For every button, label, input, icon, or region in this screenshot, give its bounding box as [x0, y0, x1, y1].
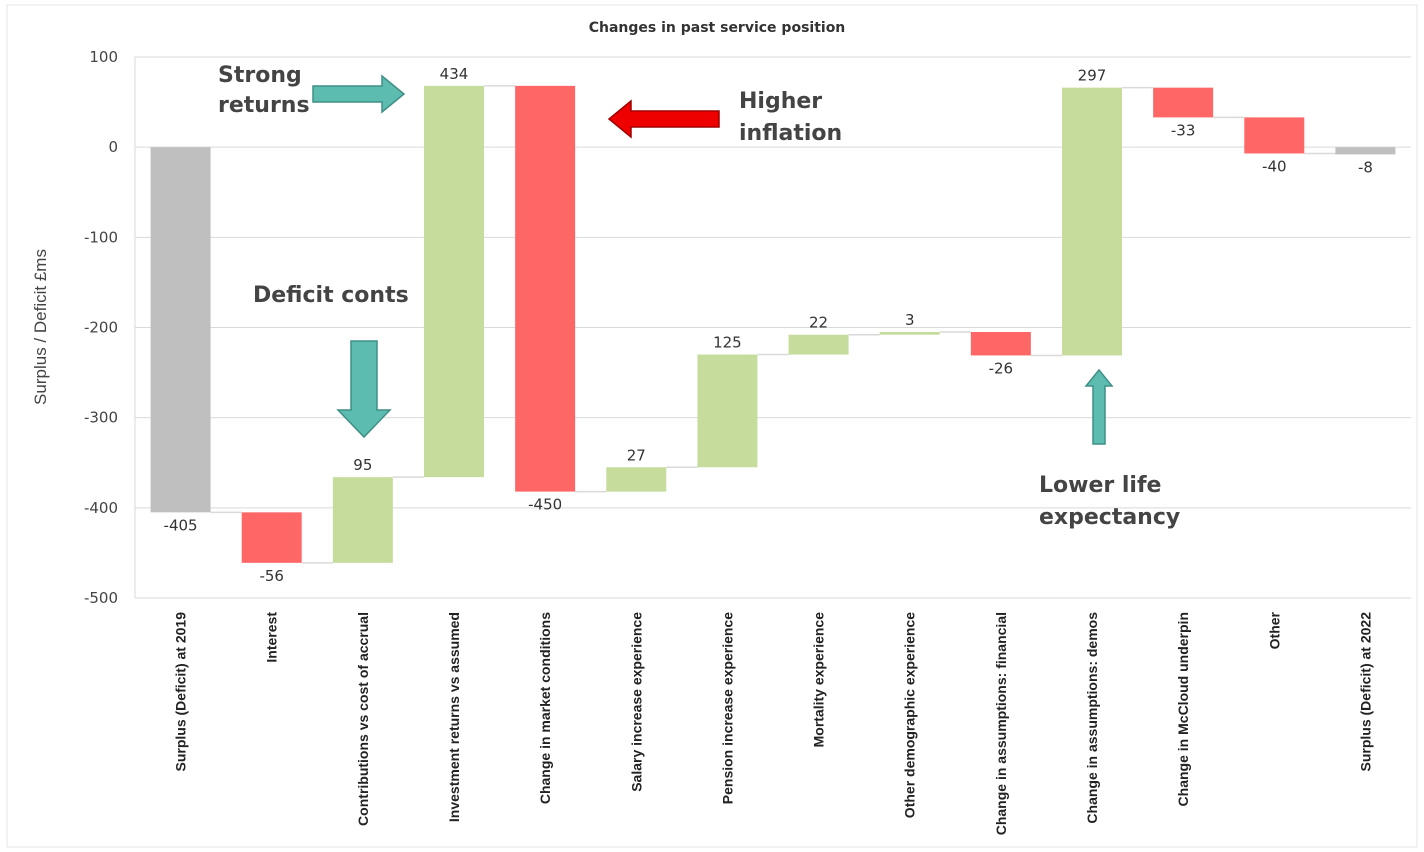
data-label: -450	[528, 496, 562, 514]
data-label: -26	[989, 359, 1014, 377]
strong-returns-label-2: returns	[218, 93, 310, 118]
bar	[1244, 117, 1305, 154]
category-label: Interest	[264, 612, 280, 663]
y-tick-label: 100	[89, 48, 118, 66]
category-labels: Surplus (Deficit) at 2019 Interest Contrib…	[173, 611, 1374, 835]
data-label: 3	[905, 311, 915, 329]
y-tick-label: -400	[84, 499, 118, 517]
strong-returns-label-1: Strong	[218, 63, 302, 88]
lower-life-expectancy-label-1: Lower life	[1039, 473, 1161, 498]
bar	[697, 354, 758, 468]
bar	[1062, 87, 1122, 356]
data-label: 27	[627, 446, 646, 464]
deficit-conts-label: Deficit conts	[253, 283, 409, 308]
y-tick-label: -300	[84, 409, 118, 427]
higher-inflation-label-1: Higher	[739, 89, 822, 114]
data-label: 22	[809, 314, 828, 332]
lower-life-expectancy-arrow-icon	[1084, 368, 1114, 445]
bars	[150, 85, 1396, 563]
data-label: 125	[713, 334, 742, 352]
bar	[1335, 147, 1396, 155]
bar	[879, 332, 940, 335]
data-label: 297	[1078, 67, 1107, 85]
data-label: 434	[440, 65, 469, 83]
lower-life-expectancy-label-2: expectancy	[1039, 505, 1180, 530]
chart-border	[6, 4, 1418, 848]
data-label: -40	[1262, 157, 1287, 175]
bar	[332, 477, 393, 563]
data-label: -8	[1358, 158, 1373, 176]
category-label: Change in assumptions: demos	[1084, 612, 1100, 824]
category-label: Surplus (Deficit) at 2019	[173, 612, 189, 772]
bar	[606, 467, 667, 492]
chart-title: Changes in past service position	[589, 20, 846, 36]
category-label: Change in assumptions: financial	[993, 612, 1009, 835]
y-axis-label: Surplus / Deficit £ms	[31, 249, 50, 405]
category-label: Surplus (Deficit) at 2022	[1357, 612, 1373, 772]
bar	[1153, 87, 1214, 118]
category-label: Change in market conditions	[537, 612, 553, 804]
deficit-conts-arrow-icon	[336, 340, 392, 439]
y-tick-labels: 100 0 -100 -200 -300 -400 -500	[84, 48, 118, 607]
category-label: Other	[1266, 611, 1282, 649]
category-label: Mortality experience	[811, 612, 827, 748]
category-label: Investment returns vs assumed	[446, 612, 462, 822]
bar	[515, 85, 576, 492]
category-label: Salary increase experience	[628, 612, 644, 792]
category-label: Contributions vs cost of accrual	[355, 612, 371, 826]
y-tick-label: -100	[84, 228, 118, 246]
y-tick-label: -500	[84, 589, 118, 607]
category-label: Pension increase experience	[719, 612, 735, 804]
bar	[150, 147, 211, 513]
y-tick-label: -200	[84, 319, 118, 337]
connectors	[210, 85, 1336, 564]
data-label: -405	[164, 516, 198, 534]
strong-returns-arrow-icon	[312, 74, 406, 114]
data-label: -56	[259, 567, 284, 585]
bar	[788, 334, 849, 355]
higher-inflation-arrow-icon	[607, 99, 720, 139]
bar	[241, 512, 302, 563]
higher-inflation-label-2: inflation	[739, 121, 842, 146]
data-label: -33	[1171, 121, 1196, 139]
y-tick-label: 0	[108, 138, 118, 156]
category-label: Other demographic experience	[902, 612, 918, 818]
category-label: Change in McCloud underpin	[1175, 612, 1191, 806]
bar	[970, 332, 1031, 356]
data-label: 95	[353, 456, 372, 474]
bar	[424, 85, 484, 478]
